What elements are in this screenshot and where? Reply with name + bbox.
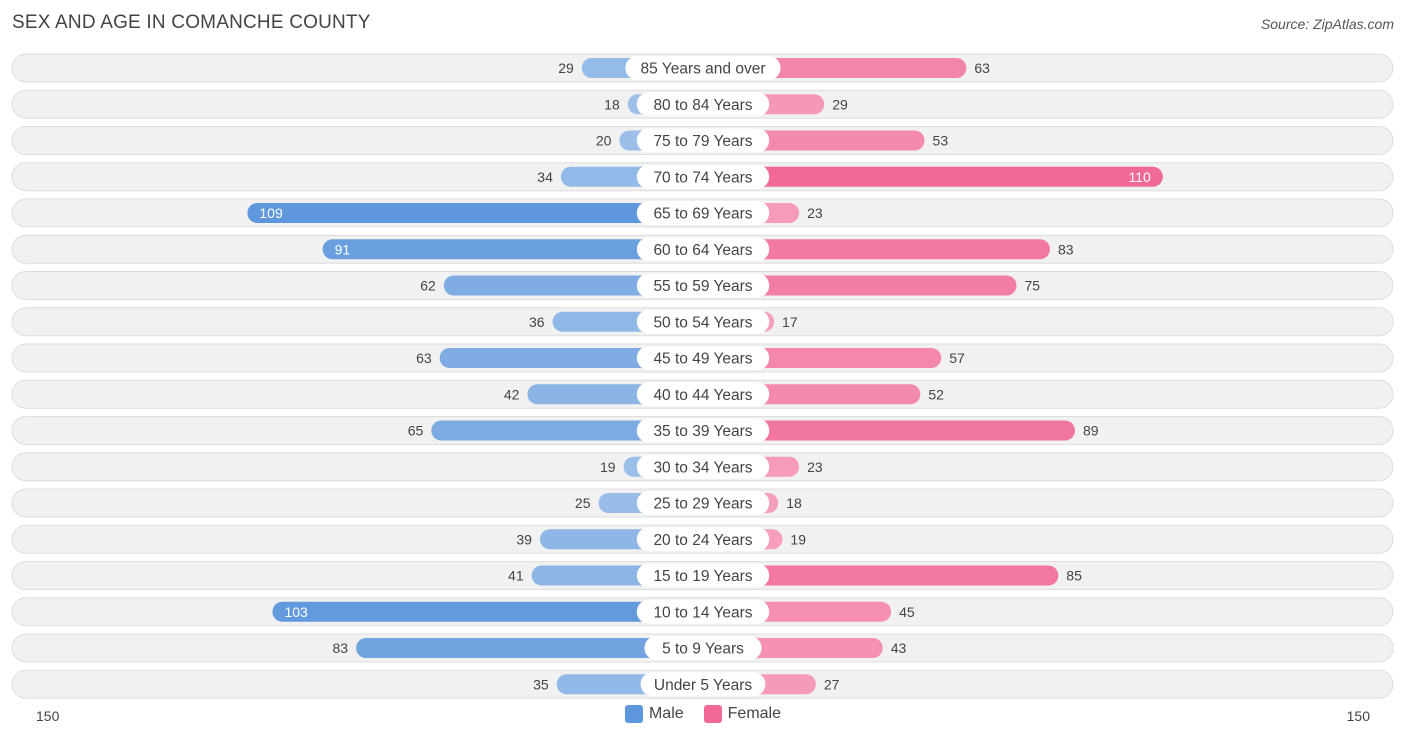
- female-value-label: 17: [782, 314, 798, 330]
- male-value-label: 34: [537, 169, 553, 185]
- category-label-pill: [636, 527, 770, 552]
- female-value-label: 85: [1066, 568, 1082, 584]
- category-label-pill: [625, 56, 781, 80]
- female-value-label: 23: [807, 205, 823, 221]
- category-label: 5 to 9 Years: [662, 641, 744, 658]
- female-value-label: 19: [790, 531, 806, 547]
- male-value-label: 29: [558, 60, 574, 76]
- male-bar: [439, 348, 703, 368]
- category-label: 75 to 79 Years: [653, 133, 752, 150]
- category-label: 25 to 29 Years: [653, 496, 752, 513]
- female-value-label: 23: [807, 459, 823, 475]
- female-value-label: 29: [832, 96, 848, 112]
- female-value-label: 52: [928, 386, 944, 402]
- category-label: 60 to 64 Years: [653, 242, 752, 259]
- male-value-label: 20: [596, 133, 612, 149]
- category-label: 50 to 54 Years: [653, 314, 752, 331]
- category-label: 30 to 34 Years: [653, 459, 752, 476]
- category-label-pill: [636, 491, 770, 515]
- category-label: 45 to 49 Years: [653, 351, 752, 368]
- male-value-label: 42: [504, 386, 520, 402]
- category-label-pill: [636, 92, 770, 117]
- category-label: 10 to 14 Years: [653, 604, 752, 621]
- female-value-label: 45: [899, 604, 915, 620]
- male-value-label: 41: [508, 568, 524, 584]
- category-label: 80 to 84 Years: [653, 97, 752, 114]
- population-pyramid-chart: 85 Years and over 29 63 80 to 84 Years 18 29 7…: [11, 53, 1394, 699]
- source-label: Source: ZipAtlas.com: [1260, 16, 1394, 32]
- male-bar: [247, 203, 703, 223]
- male-value-label: 39: [516, 531, 532, 547]
- male-bar: [431, 420, 703, 441]
- category-label: 35 to 39 Years: [653, 423, 752, 440]
- category-label: 70 to 74 Years: [653, 169, 752, 186]
- category-label-pill: [636, 454, 770, 479]
- category-label: 15 to 19 Years: [653, 568, 752, 585]
- male-value-label: 103: [284, 604, 308, 620]
- male-value-label: 25: [575, 495, 591, 511]
- female-bar: [703, 239, 1050, 260]
- category-label-pill: [636, 346, 770, 370]
- female-value-label: 110: [1128, 169, 1151, 185]
- male-value-label: 65: [408, 423, 424, 439]
- female-value-label: 18: [786, 495, 802, 511]
- legend-swatch-male: [624, 705, 643, 723]
- female-value-label: 83: [1058, 241, 1074, 257]
- category-label-pill: [636, 237, 770, 262]
- category-label-pill: [636, 563, 770, 588]
- axis-label-right: 150: [1346, 708, 1370, 724]
- male-value-label: 109: [259, 205, 283, 221]
- category-label: 85 Years and over: [641, 61, 766, 78]
- legend-swatch-female: [703, 705, 722, 723]
- female-value-label: 75: [1025, 278, 1041, 294]
- male-value-label: 36: [529, 314, 545, 330]
- male-bar: [356, 638, 703, 658]
- male-value-label: 83: [332, 640, 348, 656]
- female-value-label: 89: [1083, 423, 1099, 439]
- legend-item-male[interactable]: Male: [624, 705, 684, 723]
- male-value-label: 18: [604, 96, 620, 112]
- female-value-label: 57: [949, 350, 965, 366]
- female-bar: [703, 166, 1163, 187]
- category-label-pill: [636, 164, 770, 189]
- female-value-label: 63: [974, 60, 990, 76]
- category-label-pill: [636, 382, 770, 407]
- female-bar: [703, 420, 1076, 441]
- category-label-pill: [636, 309, 770, 334]
- male-value-label: 19: [600, 459, 616, 475]
- female-value-label: 43: [891, 640, 907, 656]
- category-label: 20 to 24 Years: [653, 532, 752, 549]
- legend-label-male: Male: [648, 705, 684, 722]
- male-bar: [322, 239, 703, 260]
- female-value-label: 27: [824, 676, 840, 692]
- male-value-label: 35: [533, 676, 549, 692]
- category-label: 55 to 59 Years: [653, 278, 752, 295]
- category-label-pill: [636, 418, 770, 443]
- female-value-label: 53: [933, 133, 949, 149]
- legend-item-female[interactable]: Female: [703, 705, 782, 723]
- male-bar: [272, 601, 703, 622]
- category-label: 65 to 69 Years: [653, 206, 752, 223]
- legend-label-female: Female: [727, 705, 782, 722]
- male-value-label: 63: [416, 350, 432, 366]
- category-label: 40 to 44 Years: [653, 387, 752, 404]
- category-label-pill: [636, 201, 770, 225]
- category-label-pill: [640, 672, 766, 697]
- category-label-pill: [636, 599, 770, 624]
- axis-label-left: 150: [36, 708, 60, 724]
- female-bar: [703, 275, 1017, 296]
- male-value-label: 62: [420, 278, 436, 294]
- female-bar: [703, 565, 1059, 586]
- male-value-label: 91: [335, 241, 351, 257]
- legend: Male Female: [0, 705, 1406, 723]
- category-label: Under 5 Years: [654, 677, 752, 694]
- chart-title: SEX AND AGE IN COMANCHE COUNTY: [12, 12, 371, 33]
- category-label-pill: [636, 128, 770, 153]
- category-label-pill: [636, 273, 770, 298]
- category-label-pill: [644, 636, 762, 660]
